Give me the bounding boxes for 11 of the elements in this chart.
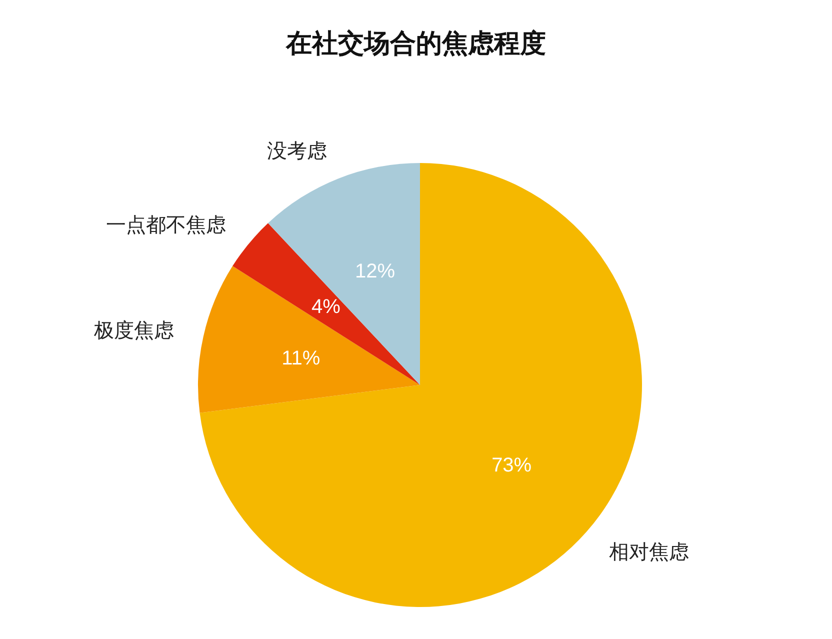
- slice-label: 一点都不焦虑: [106, 212, 226, 236]
- data-label: 12%: [355, 260, 396, 282]
- slice-label: 极度焦虑: [93, 318, 174, 342]
- data-label: 11%: [282, 347, 320, 370]
- data-label: 73%: [492, 454, 532, 477]
- pie-slice: [268, 163, 420, 385]
- chart-title: 在社交场合的焦虑程度: [284, 28, 547, 60]
- slice-label: 相对焦虑: [609, 540, 690, 564]
- data-label: 4%: [311, 296, 341, 318]
- slice-label: 没考虑: [267, 138, 328, 163]
- pie-slice: [232, 223, 420, 385]
